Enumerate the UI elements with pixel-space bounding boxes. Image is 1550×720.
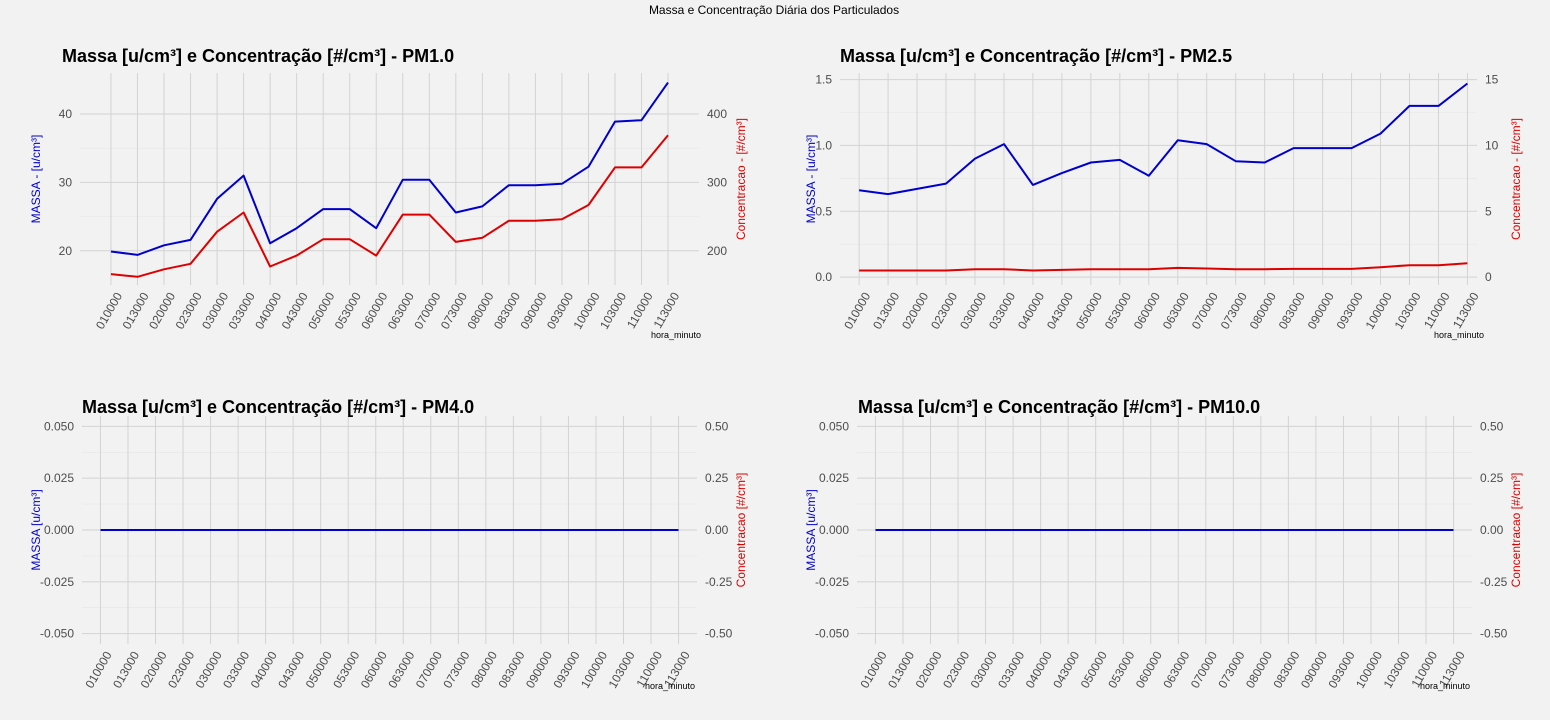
y-tick-label: 0.5 <box>815 204 832 218</box>
x-tick-label: 073000 <box>1218 290 1250 332</box>
y-tick-label: 30 <box>59 175 73 189</box>
panel-title: Massa [u/cm³] e Concentração [#/cm³] - P… <box>858 397 1260 417</box>
y2-tick-label: 15 <box>1485 73 1499 87</box>
y2-tick-label: 400 <box>707 107 727 121</box>
y-axis-label: MASSA [u/cm³] <box>804 489 818 570</box>
y2-tick-label: 5 <box>1485 204 1492 218</box>
x-tick-label: 110000 <box>1421 290 1453 331</box>
y2-tick-label: -0.25 <box>1480 575 1508 589</box>
series-line-massa <box>858 82 1469 196</box>
x-tick-label: 103000 <box>606 649 638 691</box>
y2-tick-label: -0.25 <box>705 575 733 589</box>
panel-title: Massa [u/cm³] e Concentração [#/cm³] - P… <box>82 397 474 417</box>
x-tick-label: 100000 <box>1363 290 1395 332</box>
panel-3: -0.050 -0.025 0.000 0.025 0.050 -0.50 -0.25 0.0… <box>29 397 748 691</box>
x-axis-label: hora_minuto <box>645 681 695 691</box>
x-axis-label: hora_minuto <box>651 330 701 340</box>
x-tick-label: 060000 <box>1131 290 1163 332</box>
series-line-massa <box>110 82 669 256</box>
figure-suptitle: Massa e Concentração Diária dos Particul… <box>649 3 899 17</box>
y-tick-label: 0.050 <box>44 419 74 433</box>
x-tick-label: 103000 <box>1392 290 1424 332</box>
y-tick-label: 0.025 <box>44 471 74 485</box>
y2-tick-label: -0.50 <box>1480 627 1508 641</box>
y-tick-label: 0.000 <box>819 523 849 537</box>
y2-axis-label: Concentracao - [#/cm³] <box>1509 118 1523 240</box>
x-tick-label: 090000 <box>1305 290 1337 332</box>
x-tick-label: 113000 <box>1450 290 1482 331</box>
x-tick-label: 093000 <box>1334 290 1366 332</box>
panel-title: Massa [u/cm³] e Concentração [#/cm³] - P… <box>840 46 1232 66</box>
y2-tick-label: 0.00 <box>705 523 729 537</box>
y2-axis-label: Concentracao [#/cm³] <box>1509 473 1523 588</box>
panel-1: 2030402003004000100000130000200000230000… <box>29 46 748 340</box>
y-tick-label: 1.5 <box>815 73 832 87</box>
y-tick-label: -0.050 <box>40 627 74 641</box>
y2-tick-label: 200 <box>707 244 727 258</box>
y2-tick-label: 0.50 <box>705 419 729 433</box>
x-tick-label: 103000 <box>1381 649 1413 691</box>
y-axis-label: MASSA - [u/cm³] <box>804 135 818 224</box>
y2-tick-label: 10 <box>1485 138 1499 152</box>
panel-title: Massa [u/cm³] e Concentração [#/cm³] - P… <box>62 46 454 66</box>
y2-tick-label: 0.25 <box>705 471 729 485</box>
y-tick-label: 0.050 <box>819 419 849 433</box>
y-tick-label: -0.050 <box>815 627 849 641</box>
x-tick-label: 033000 <box>986 290 1018 332</box>
x-tick-label: 080000 <box>1247 290 1279 332</box>
y2-tick-label: 0 <box>1485 270 1492 284</box>
y-tick-label: -0.025 <box>40 575 74 589</box>
x-axis-label: hora_minuto <box>1434 330 1484 340</box>
y-tick-label: 20 <box>59 244 73 258</box>
y-tick-label: 40 <box>59 107 73 121</box>
y2-tick-label: 0.50 <box>1480 419 1504 433</box>
y-tick-label: 0.000 <box>44 523 74 537</box>
y2-axis-label: Concentracao [#/cm³] <box>734 473 748 588</box>
y2-tick-label: 0.25 <box>1480 471 1504 485</box>
y-axis-label: MASSA - [u/cm³] <box>29 135 43 224</box>
x-tick-label: 010000 <box>841 290 873 332</box>
x-tick-label: 043000 <box>1044 290 1076 332</box>
y2-axis-label: Concentracao - [#/cm³] <box>734 118 748 240</box>
y-tick-label: 1.0 <box>815 138 832 152</box>
y2-tick-label: 0.00 <box>1480 523 1504 537</box>
panel-2: 0.0 0.5 1.0 1.5 0 5 10 15 0100000130000200000230… <box>804 46 1523 340</box>
series-line-concentracao <box>859 262 1468 272</box>
x-tick-label: 013000 <box>870 290 902 332</box>
x-tick-label: 040000 <box>1015 290 1047 332</box>
x-tick-label: 103000 <box>597 290 629 332</box>
x-tick-label: 050000 <box>1073 290 1105 332</box>
x-tick-label: 020000 <box>899 290 931 332</box>
y-tick-label: 0.0 <box>815 270 832 284</box>
x-tick-label: 053000 <box>1102 290 1134 332</box>
x-tick-label: 083000 <box>1276 290 1308 332</box>
x-tick-label: 113000 <box>651 290 683 331</box>
x-tick-label: 063000 <box>1160 290 1192 332</box>
y-tick-label: 0.025 <box>819 471 849 485</box>
series-line-concentracao <box>110 134 669 278</box>
y2-tick-label: 300 <box>707 175 727 189</box>
x-tick-label: 023000 <box>928 290 960 332</box>
y-tick-label: -0.025 <box>815 575 849 589</box>
x-axis-label: hora_minuto <box>1420 681 1470 691</box>
y2-tick-label: -0.50 <box>705 627 733 641</box>
y-axis-label: MASSA [u/cm³] <box>29 489 43 570</box>
x-tick-label: 030000 <box>957 290 989 332</box>
panel-4: -0.050 -0.025 0.000 0.025 0.050 -0.50 -0.25 0.0… <box>804 397 1523 691</box>
x-tick-label: 070000 <box>1189 290 1221 332</box>
